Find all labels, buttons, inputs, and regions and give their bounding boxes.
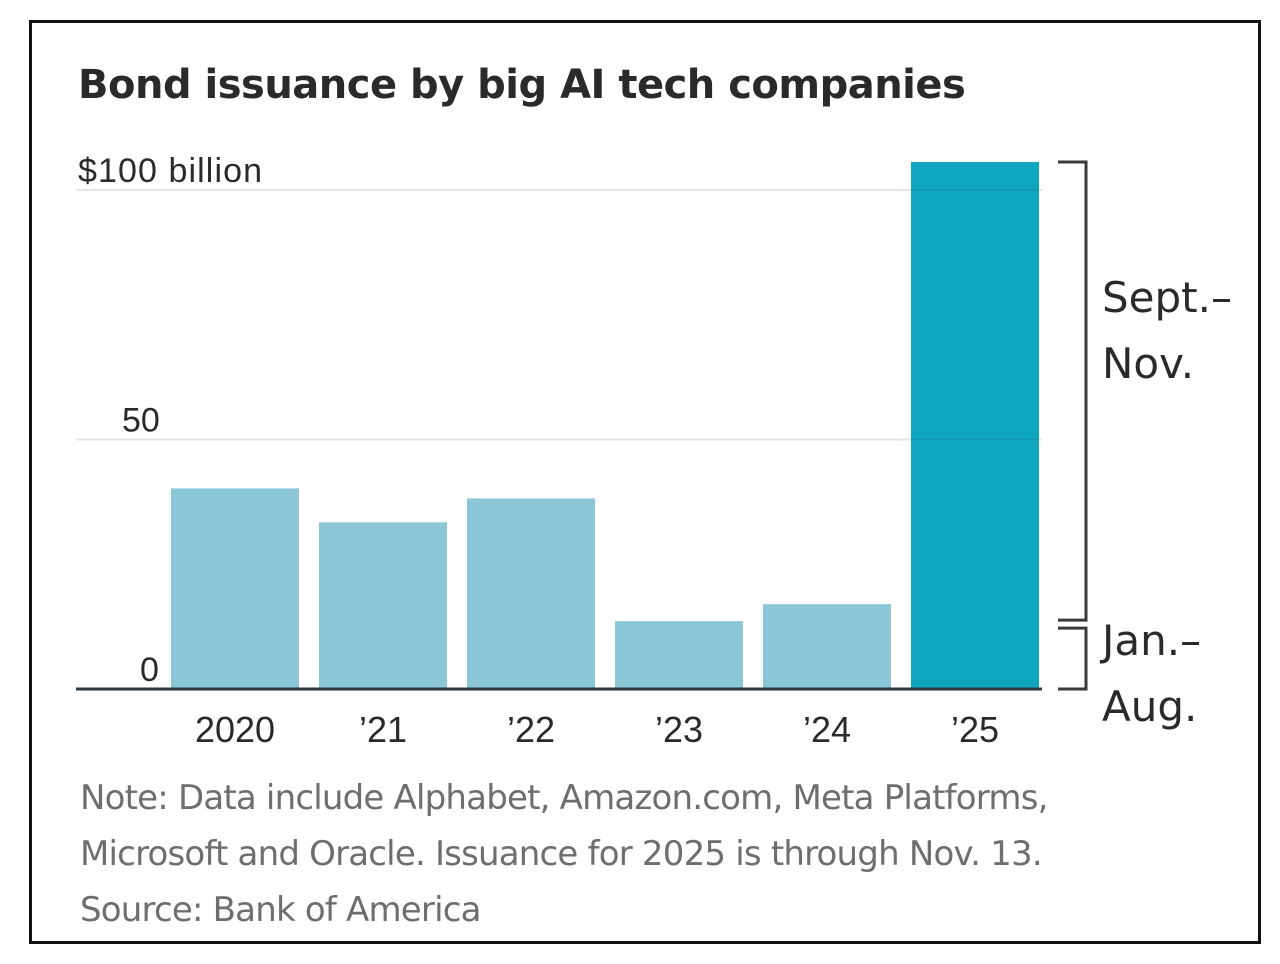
chart-notes: Note: Data include Alphabet, Amazon.com,… (80, 770, 1048, 938)
bracket-label: Sept.– (1102, 273, 1232, 322)
x-tick-label: ’23 (655, 709, 703, 750)
bracket-label: Nov. (1102, 339, 1194, 388)
note-line-2: Microsoft and Oracle. Issuance for 2025 … (80, 834, 1043, 874)
x-tick-label: 2020 (195, 709, 275, 750)
x-tick-label: ’21 (359, 709, 407, 750)
x-tick-label: ’25 (951, 709, 999, 750)
x-tick-label: ’22 (507, 709, 555, 750)
bracket (1058, 626, 1088, 691)
bar (763, 604, 891, 689)
x-tick-label: ’24 (803, 709, 851, 750)
bar (467, 498, 595, 689)
chart-title: Bond issuance by big AI tech companies (78, 62, 966, 108)
y-tick-label: 50 (122, 402, 160, 440)
bracket-label: Aug. (1102, 682, 1197, 731)
bracket (1058, 160, 1088, 622)
bar (615, 621, 743, 689)
bar (319, 522, 447, 689)
chart-frame (29, 20, 1261, 944)
source-line: Source: Bank of America (80, 890, 481, 930)
y-tick-label: $100 billion (78, 152, 262, 190)
note-line-1: Note: Data include Alphabet, Amazon.com,… (80, 778, 1048, 818)
bar (171, 488, 299, 689)
y-tick-label: 0 (140, 651, 159, 689)
bar (911, 162, 1039, 689)
bracket-label: Jan.– (1099, 616, 1201, 665)
